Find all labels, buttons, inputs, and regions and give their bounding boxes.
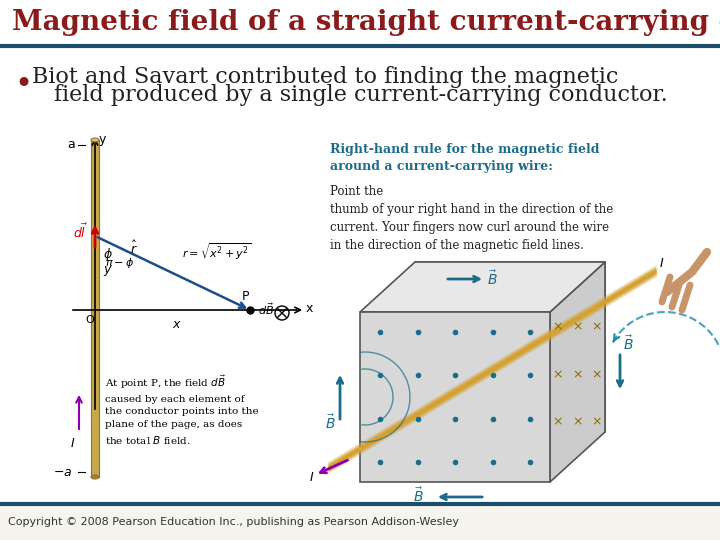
Polygon shape [550,262,605,482]
Text: $\vec{B}$: $\vec{B}$ [487,269,498,288]
Text: •: • [14,71,32,99]
Text: ×: × [553,368,563,381]
Text: $d\vec{l}$: $d\vec{l}$ [73,223,89,241]
Ellipse shape [91,475,99,479]
Ellipse shape [91,138,99,142]
Text: $\vec{B}$: $\vec{B}$ [623,334,634,353]
Text: ×: × [572,415,582,429]
Polygon shape [415,262,605,432]
Text: ×: × [592,368,602,381]
Text: field produced by a single current-carrying conductor.: field produced by a single current-carry… [54,84,667,106]
Text: y: y [99,133,107,146]
Bar [0,0,720,46]
Bar [91,140,99,477]
Text: P: P [242,290,250,303]
Text: At point P, the field $d\vec{B}$
caused by each element of
the conductor points : At point P, the field $d\vec{B}$ caused … [105,374,258,446]
Text: ×: × [572,321,582,334]
Text: $r = \sqrt{x^2+y^2}$: $r = \sqrt{x^2+y^2}$ [182,241,252,262]
Text: O: O [85,315,94,325]
Text: $\vec{B}$: $\vec{B}$ [413,487,423,505]
Text: $\vec{B}$: $\vec{B}$ [325,414,336,432]
Text: Point the
thumb of your right hand in the direction of the
current. Your fingers: Point the thumb of your right hand in th… [330,185,613,252]
Text: I: I [310,471,314,484]
Text: Magnetic field of a straight current-carrying conductor: Magnetic field of a straight current-car… [12,10,720,37]
Text: $\pi - \phi$: $\pi - \phi$ [105,256,135,270]
Text: ×: × [572,368,582,381]
Polygon shape [360,262,605,312]
Text: I: I [71,437,75,450]
Text: $\phi$: $\phi$ [103,246,113,263]
Polygon shape [360,312,550,482]
Text: a: a [67,138,75,152]
Text: Biot and Savart contributed to finding the magnetic: Biot and Savart contributed to finding t… [32,66,618,88]
Text: x: x [172,318,179,331]
Bar [30,125,310,492]
Text: Copyright © 2008 Pearson Education Inc., publishing as Pearson Addison-Wesley: Copyright © 2008 Pearson Education Inc.,… [8,517,459,527]
Text: ×: × [553,415,563,429]
Text: I: I [660,257,664,270]
Text: $d\vec{B}$: $d\vec{B}$ [258,301,274,317]
Text: Right-hand rule for the magnetic field
around a current-carrying wire:: Right-hand rule for the magnetic field a… [330,143,600,173]
Text: ×: × [553,321,563,334]
Text: x: x [306,301,313,314]
Text: ×: × [592,415,602,429]
Bar [320,125,710,492]
Bar [0,46,720,504]
Text: ×: × [592,321,602,334]
Text: $-a$: $-a$ [53,465,72,478]
Text: y: y [103,263,110,276]
Text: $\hat{r}$: $\hat{r}$ [130,240,138,257]
